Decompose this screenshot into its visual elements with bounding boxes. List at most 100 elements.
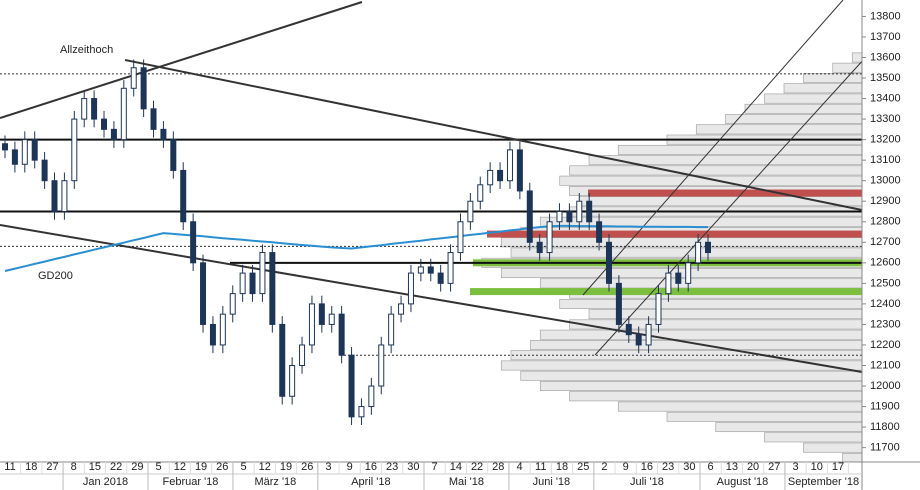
profile-bar bbox=[617, 401, 863, 412]
profile-bar bbox=[725, 114, 863, 125]
candle-body bbox=[229, 293, 236, 315]
x-tick-label: 6 bbox=[708, 461, 714, 473]
candle-body bbox=[31, 139, 38, 161]
candle-body bbox=[566, 210, 573, 223]
candle-body bbox=[328, 313, 335, 325]
profile-bar bbox=[569, 165, 863, 176]
y-tick-label: 12100 bbox=[870, 359, 901, 371]
month-label: August '18 bbox=[717, 476, 769, 488]
candle-body bbox=[160, 128, 167, 141]
y-tick-label: 11900 bbox=[870, 400, 900, 412]
profile-bar bbox=[530, 340, 863, 350]
y-tick-label: 12800 bbox=[870, 216, 901, 228]
candle-body bbox=[665, 272, 672, 295]
candle-body bbox=[388, 313, 395, 346]
candle-body bbox=[110, 128, 117, 141]
candle-body bbox=[81, 98, 88, 120]
profile-bar bbox=[510, 247, 863, 258]
x-tick-label: 29 bbox=[131, 461, 143, 473]
x-tick-label: 10 bbox=[811, 461, 823, 473]
candles bbox=[2, 59, 711, 426]
candle-body bbox=[378, 344, 385, 387]
candle-body bbox=[91, 98, 98, 120]
x-tick-label: 18 bbox=[556, 461, 568, 473]
month-label: September '18 bbox=[788, 476, 859, 488]
x-tick-label: 13 bbox=[726, 461, 738, 473]
candle-body bbox=[417, 266, 424, 274]
x-tick-label: 27 bbox=[46, 461, 58, 473]
trend-lines bbox=[0, 0, 866, 373]
candle-body bbox=[516, 149, 523, 192]
candle-body bbox=[427, 266, 434, 274]
candle-body bbox=[348, 354, 355, 418]
candle-body bbox=[308, 303, 315, 346]
profile-bar bbox=[803, 442, 863, 453]
zone bbox=[487, 230, 862, 238]
x-tick-label: 16 bbox=[641, 461, 653, 473]
y-tick-label: 12300 bbox=[870, 318, 901, 330]
trend-line bbox=[0, 224, 863, 373]
x-tick-label: 20 bbox=[747, 461, 759, 473]
profile-bar bbox=[666, 411, 863, 422]
y-tick-label: 13100 bbox=[870, 154, 901, 166]
profile-bar bbox=[617, 144, 863, 155]
candle-body bbox=[130, 67, 137, 89]
x-tick-label: 25 bbox=[577, 461, 589, 473]
ma-line bbox=[4, 224, 708, 272]
candle-body bbox=[556, 210, 563, 223]
channel-line bbox=[594, 57, 866, 356]
profile-bar bbox=[764, 93, 863, 104]
axis-bg bbox=[0, 462, 920, 490]
x-tick-label: 9 bbox=[623, 461, 629, 473]
month-label: Juli '18 bbox=[630, 476, 664, 488]
candle-body bbox=[398, 303, 405, 315]
candle-body bbox=[51, 180, 58, 212]
candle-body bbox=[457, 221, 464, 254]
x-tick-label: 23 bbox=[386, 461, 398, 473]
month-label: April '18 bbox=[351, 476, 390, 488]
profile-bar bbox=[500, 237, 863, 248]
x-tick-label: 2 bbox=[601, 461, 607, 473]
profile-bar bbox=[569, 391, 863, 402]
x-tick-label: 5 bbox=[156, 461, 162, 473]
trend-line bbox=[124, 59, 863, 211]
candle-body bbox=[249, 272, 256, 295]
candle-body bbox=[318, 303, 325, 325]
month-label: Juni '18 bbox=[533, 476, 571, 488]
candle-body bbox=[576, 200, 583, 223]
x-tick-label: 7 bbox=[432, 461, 438, 473]
candle-body bbox=[477, 184, 484, 202]
profile-bar bbox=[851, 52, 863, 63]
candle-body bbox=[289, 364, 296, 397]
x-tick-label: 11 bbox=[535, 461, 546, 473]
profile-bar bbox=[695, 124, 863, 135]
candle-body bbox=[536, 241, 543, 254]
candle-body bbox=[645, 323, 652, 346]
candle-body bbox=[239, 272, 246, 295]
y-tick-label: 13600 bbox=[870, 51, 901, 63]
y-tick-label: 12900 bbox=[870, 195, 901, 207]
candle-body bbox=[675, 272, 682, 284]
candle-body bbox=[586, 200, 593, 223]
x-tick-label: 19 bbox=[195, 461, 207, 473]
x-tick-label: 28 bbox=[492, 461, 504, 473]
candle-body bbox=[368, 385, 375, 408]
candle-body bbox=[219, 313, 226, 346]
y-tick-label: 12600 bbox=[870, 257, 901, 269]
x-tick-label: 9 bbox=[347, 461, 353, 473]
y-tick-label: 11800 bbox=[870, 421, 900, 433]
y-tick-label: 13200 bbox=[870, 134, 901, 146]
candle-body bbox=[596, 221, 603, 243]
candle-body bbox=[447, 252, 454, 284]
candle-body bbox=[685, 262, 692, 284]
month-label: Februar '18 bbox=[163, 476, 219, 488]
candle-body bbox=[497, 169, 504, 182]
candle-body bbox=[407, 272, 414, 305]
profile-bar bbox=[539, 278, 863, 289]
candle-body bbox=[615, 282, 622, 325]
profile-bar bbox=[520, 370, 863, 381]
candle-body bbox=[695, 241, 702, 264]
profile-bar bbox=[539, 329, 863, 340]
x-tick-label: 22 bbox=[471, 461, 483, 473]
